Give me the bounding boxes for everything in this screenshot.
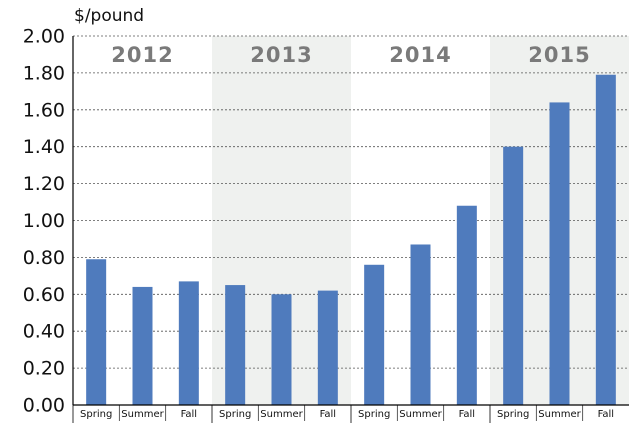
y-tick-label: 1.40 — [23, 136, 65, 158]
bar — [271, 294, 292, 405]
bar — [86, 259, 107, 405]
group-label: 2013 — [250, 43, 312, 67]
x-tick-label: Summer — [260, 409, 303, 420]
bar — [178, 281, 199, 405]
group-label: 2015 — [528, 43, 590, 67]
y-tick-label: 2.00 — [23, 26, 65, 48]
x-tick-label: Spring — [219, 409, 251, 420]
bar — [317, 290, 338, 405]
x-tick-label: Summer — [538, 409, 581, 420]
x-tick-label: Summer — [399, 409, 442, 420]
bar — [364, 264, 385, 405]
x-tick-label: Fall — [181, 409, 198, 420]
y-axis-label: $/pound — [74, 6, 144, 26]
group-label: 2014 — [389, 43, 451, 67]
y-tick-label: 1.20 — [23, 173, 65, 195]
x-tick-label: Fall — [459, 409, 476, 420]
x-tick-label: Spring — [358, 409, 390, 420]
y-tick-label: 0.20 — [23, 358, 65, 380]
y-tick-label: 0.80 — [23, 247, 65, 269]
x-tick-label: Fall — [598, 409, 615, 420]
y-tick-label: 0.40 — [23, 321, 65, 343]
bar — [132, 286, 153, 405]
y-tick-label: 0.60 — [23, 284, 65, 306]
y-tick-label: 1.80 — [23, 62, 65, 84]
group-label: 2012 — [111, 43, 173, 67]
bar — [549, 102, 570, 406]
y-tick-label: 1.00 — [23, 210, 65, 232]
bar — [595, 74, 616, 406]
bar — [225, 285, 246, 405]
bar — [410, 244, 431, 405]
x-tick-label: Fall — [320, 409, 337, 420]
x-tick-label: Summer — [121, 409, 164, 420]
bar — [503, 146, 524, 405]
x-tick-label: Spring — [497, 409, 529, 420]
y-tick-label: 0.00 — [23, 395, 65, 417]
x-tick-label: Spring — [80, 409, 112, 420]
bar — [456, 205, 477, 405]
y-tick-label: 1.60 — [23, 99, 65, 121]
